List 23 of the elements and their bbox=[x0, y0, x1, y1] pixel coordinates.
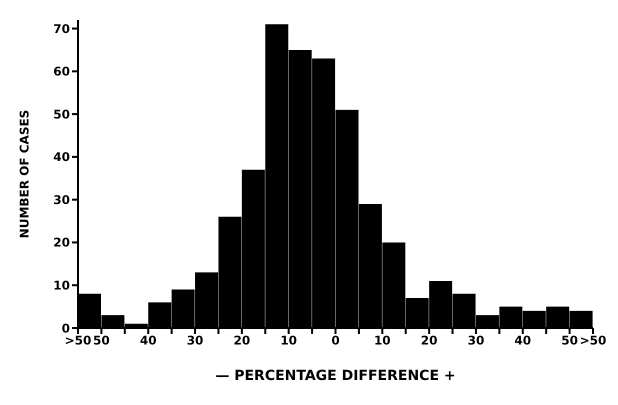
x-tick-label: 50 bbox=[93, 334, 110, 348]
x-tick-label: 40 bbox=[514, 334, 532, 348]
y-tick-label: 0 bbox=[62, 321, 70, 336]
y-tick-label: 70 bbox=[53, 22, 70, 36]
x-tick-label: 0 bbox=[331, 334, 340, 348]
y-tick-label: 30 bbox=[53, 192, 70, 207]
y-tick-label: 40 bbox=[53, 150, 70, 164]
y-tick-label: 50 bbox=[53, 107, 70, 122]
x-tick-label: 50 bbox=[561, 334, 578, 348]
x-tick-label: 10 bbox=[374, 334, 391, 348]
x-axis-title: — PERCENTAGE DIFFERENCE + bbox=[215, 368, 456, 384]
y-tick-label: 10 bbox=[53, 278, 70, 292]
x-tick-label: 40 bbox=[140, 334, 157, 348]
x-tick-label: 10 bbox=[280, 334, 298, 348]
x-tick-label: 20 bbox=[234, 334, 250, 348]
y-tick-label: 20 bbox=[53, 236, 70, 250]
x-tick-label: >50 bbox=[64, 334, 92, 348]
x-tick-label: 30 bbox=[468, 334, 484, 348]
y-axis-title: NUMBER OF CASES bbox=[17, 110, 32, 238]
x-tick-label: 30 bbox=[186, 334, 204, 348]
x-tick-label: 20 bbox=[420, 334, 438, 348]
y-tick-label: 60 bbox=[53, 64, 70, 79]
x-tick-label: >50 bbox=[580, 334, 606, 348]
